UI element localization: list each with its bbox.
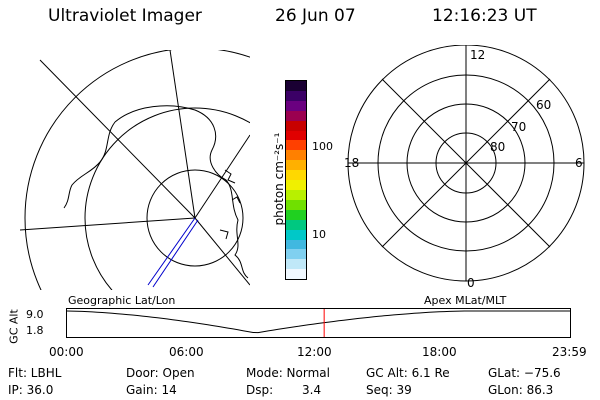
orbit-track xyxy=(152,219,199,288)
colorbar-segment xyxy=(286,219,306,230)
mlt-label-left: 18 xyxy=(344,156,360,170)
mlt-label-right: 6 xyxy=(575,156,583,170)
colorbar-segment xyxy=(286,199,306,210)
date-label: 26 Jun 07 xyxy=(275,6,356,26)
timeline-y-top: 9.0 xyxy=(26,308,44,321)
colorbar-segment xyxy=(286,170,306,181)
coastline xyxy=(63,105,249,279)
colorbar-segment xyxy=(286,150,306,161)
mlt-label-bottom: 0 xyxy=(467,276,475,290)
colorbar-segment xyxy=(286,229,306,240)
glat-info: GLat: −75.6 xyxy=(488,366,561,380)
colorbar-segment xyxy=(286,249,306,260)
lat-label-70: 70 xyxy=(511,120,527,134)
door-info: Door: Open xyxy=(126,366,195,380)
colorbar-segment xyxy=(286,160,306,171)
colorbar-label: photon cm⁻²s⁻¹ xyxy=(272,132,286,226)
colorbar-gradient xyxy=(286,81,306,280)
lat-label-80: 80 xyxy=(490,140,506,154)
latitude-circle xyxy=(24,50,250,290)
app-title: Ultraviolet Imager xyxy=(48,6,202,26)
orbit-track xyxy=(147,217,196,286)
meridian-line xyxy=(169,50,196,219)
lat-label-60: 60 xyxy=(536,98,552,112)
flt-info: Flt: LBHL xyxy=(8,366,62,380)
altitude-curve xyxy=(66,310,570,334)
timeline-axis-label: GC Alt xyxy=(7,309,21,344)
meridian-line xyxy=(39,59,196,219)
colorbar-segment xyxy=(286,100,306,111)
latitude-circle xyxy=(84,107,250,290)
colorbar-segment xyxy=(286,259,306,270)
latitude-circle xyxy=(146,169,244,267)
x-tick-1: 06:00 xyxy=(169,345,204,359)
colorbar-tick-100: 100 xyxy=(312,140,333,153)
colorbar-segment xyxy=(286,90,306,101)
colorbar-segment xyxy=(286,110,306,121)
x-tick-3: 18:00 xyxy=(422,345,457,359)
mode-info: Mode: Normal xyxy=(246,366,330,380)
colorbar-segment xyxy=(286,269,306,280)
colorbar-segment xyxy=(286,130,306,141)
gain-info: Gain: 14 xyxy=(126,383,177,397)
time-label: 12:16:23 UT xyxy=(432,6,537,26)
timeline-frame xyxy=(66,308,571,338)
geographic-map xyxy=(20,50,250,290)
colorbar xyxy=(285,80,307,280)
colorbar-tick-10: 10 xyxy=(312,228,326,241)
x-tick-2: 12:00 xyxy=(297,345,332,359)
meridian-line xyxy=(194,134,250,219)
coastline-detail xyxy=(219,169,241,240)
colorbar-segment xyxy=(286,189,306,200)
x-tick-4: 23:59 xyxy=(552,345,587,359)
meridian-line xyxy=(194,217,250,286)
ip-info: IP: 36.0 xyxy=(8,383,54,397)
colorbar-segment xyxy=(286,209,306,220)
polar-plot xyxy=(347,45,585,282)
meridian-line xyxy=(20,217,196,231)
dsp-label: Dsp: xyxy=(246,383,274,397)
glon-info: GLon: 86.3 xyxy=(488,383,554,397)
dsp-value: 3.4 xyxy=(302,383,322,397)
gc-alt-info: GC Alt: 6.1 Re xyxy=(366,366,450,380)
seq-info: Seq: 39 xyxy=(366,383,412,397)
colorbar-segment xyxy=(286,120,306,131)
timeline-y-bottom: 1.8 xyxy=(26,324,44,337)
colorbar-segment xyxy=(286,81,306,91)
colorbar-segment xyxy=(286,140,306,151)
apex-label: Apex MLat/MLT xyxy=(424,294,507,307)
mlt-label-top: 12 xyxy=(470,48,486,62)
colorbar-segment xyxy=(286,239,306,250)
polar-diagonal xyxy=(381,78,551,248)
x-tick-0: 00:00 xyxy=(49,345,84,359)
geo-label: Geographic Lat/Lon xyxy=(68,294,176,307)
timeline-plot xyxy=(66,308,571,338)
colorbar-segment xyxy=(286,180,306,190)
